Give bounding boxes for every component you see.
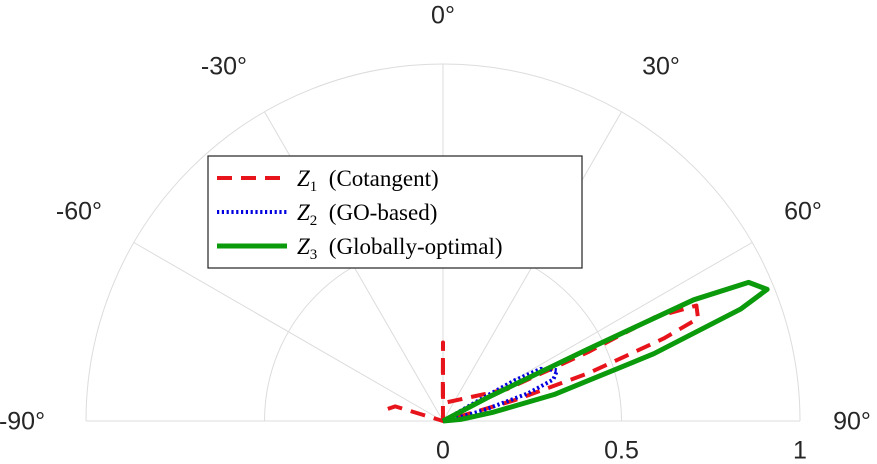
angle-tick-label: -90° [0, 408, 45, 436]
angle-tick-label: 0° [431, 2, 455, 30]
angle-tick-label: 90° [833, 408, 871, 436]
radius-tick-label: 1 [793, 437, 807, 464]
series-line-globally-optimal [441, 279, 770, 424]
legend: Z1 (Cotangent) Z2 (GO-based) Z3 (Globally-… [207, 155, 583, 269]
angle-tick-label: 30° [642, 53, 680, 81]
arc-gridline [85, 63, 801, 422]
radius-tick-label: 0 [436, 437, 450, 464]
legend-label-go-based: Z2 (GO-based) [297, 200, 437, 229]
radius-tick-label: 0.5 [604, 437, 639, 464]
series-group [386, 279, 770, 424]
legend-label-globally-optimal: Z3 (Globally-optimal) [297, 234, 503, 263]
angle-tick-label: -30° [201, 53, 247, 81]
angle-tick-label: -60° [56, 198, 102, 226]
series-line-cotangent [386, 303, 701, 423]
series-line-go-based [441, 366, 560, 423]
angle-tick-label: 60° [784, 198, 822, 226]
legend-label-cotangent: Z1 (Cotangent) [297, 166, 439, 195]
